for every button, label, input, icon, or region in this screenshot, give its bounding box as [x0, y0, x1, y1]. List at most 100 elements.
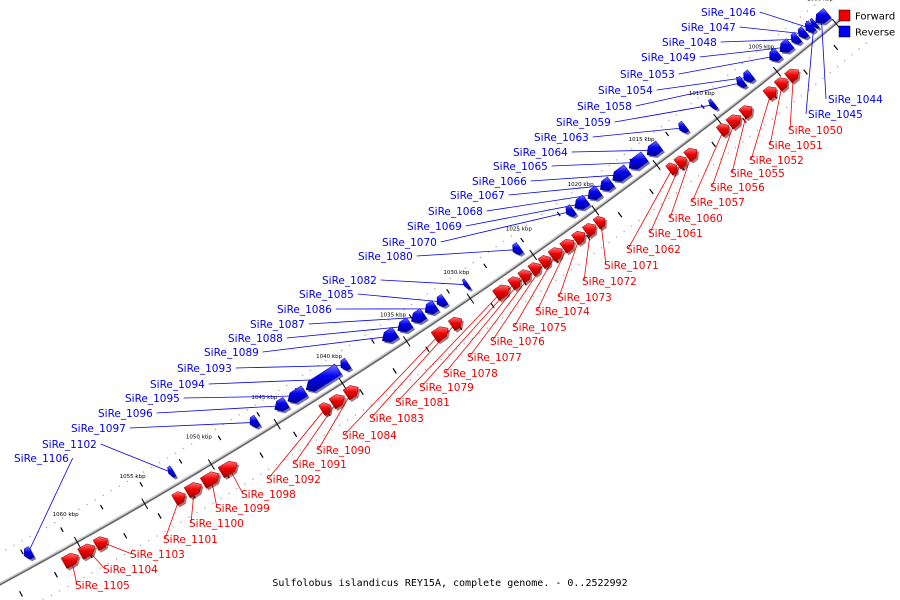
- sire-1086-feature[interactable]: [424, 300, 440, 315]
- sire-1067-label[interactable]: SiRe_1067: [450, 190, 505, 202]
- sire-1069-label[interactable]: SiRe_1069: [407, 221, 462, 233]
- sire-1083-feature[interactable]: [447, 316, 463, 332]
- sire-1079-label[interactable]: SiRe_1079: [419, 382, 474, 394]
- sire-1071-feature[interactable]: [592, 215, 606, 230]
- sire-1077-label[interactable]: SiRe_1077: [467, 352, 522, 364]
- sire-1045-feature[interactable]: [809, 17, 820, 30]
- sire-1104-label[interactable]: SiRe_1104: [103, 564, 158, 576]
- sire-1082-label[interactable]: SiRe_1082: [322, 275, 377, 287]
- sire-1091-feature[interactable]: [328, 394, 345, 410]
- sire-1084-label[interactable]: SiRe_1084: [342, 430, 397, 442]
- sire-1102-feature[interactable]: [167, 465, 177, 478]
- sire-1056-label[interactable]: SiRe_1056: [710, 182, 765, 194]
- sire-1095-label[interactable]: SiRe_1095: [125, 393, 180, 405]
- sire-1064-feature[interactable]: [646, 140, 664, 157]
- sire-1075-label[interactable]: SiRe_1075: [512, 322, 567, 334]
- sire-1099-label[interactable]: SiRe_1099: [215, 503, 270, 515]
- sire-1106-label[interactable]: SiRe_1106: [14, 453, 69, 465]
- sire-1084-feature[interactable]: [430, 326, 449, 343]
- sire-1092-feature[interactable]: [318, 402, 331, 417]
- sire-1093-label[interactable]: SiRe_1093: [177, 363, 232, 375]
- sire-1093-feature[interactable]: [340, 357, 352, 371]
- sire-1071-label[interactable]: SiRe_1071: [604, 260, 659, 272]
- sire-1076-label[interactable]: SiRe_1076: [490, 336, 545, 348]
- sire-1105-label[interactable]: SiRe_1105: [75, 580, 130, 592]
- sire-1078-feature[interactable]: [517, 269, 531, 284]
- sire-1099-feature[interactable]: [199, 471, 220, 489]
- sire-1052-label[interactable]: SiRe_1052: [749, 155, 804, 167]
- sire-1062-label[interactable]: SiRe_1062: [626, 244, 681, 256]
- sire-1076-feature[interactable]: [537, 255, 551, 270]
- sire-1088-label[interactable]: SiRe_1088: [228, 333, 283, 345]
- sire-1049-label[interactable]: SiRe_1049: [641, 52, 696, 64]
- sire-1059-feature[interactable]: [708, 98, 719, 111]
- sire-1070-label[interactable]: SiRe_1070: [382, 237, 437, 249]
- sire-1069-feature[interactable]: [574, 194, 591, 210]
- sire-1102-label[interactable]: SiRe_1102: [42, 439, 97, 451]
- sire-1063-label[interactable]: SiRe_1063: [534, 132, 589, 144]
- sire-1048-label[interactable]: SiRe_1048: [662, 37, 717, 49]
- sire-1090-feature[interactable]: [342, 385, 359, 401]
- sire-1055-label[interactable]: SiRe_1055: [730, 168, 785, 180]
- sire-1079-feature[interactable]: [507, 276, 521, 291]
- sire-1094-label[interactable]: SiRe_1094: [150, 379, 205, 391]
- sire-1058-label[interactable]: SiRe_1058: [577, 101, 632, 113]
- sire-1080-feature[interactable]: [512, 242, 524, 256]
- sire-1047-label[interactable]: SiRe_1047: [681, 22, 736, 34]
- sire-1070-feature[interactable]: [565, 204, 577, 218]
- sire-1098-label[interactable]: SiRe_1098: [241, 489, 296, 501]
- sire-1067-feature[interactable]: [600, 176, 615, 192]
- sire-1100-feature[interactable]: [183, 482, 202, 499]
- sire-1096-feature[interactable]: [274, 396, 290, 412]
- sire-1060-feature[interactable]: [683, 147, 698, 163]
- sire-1097-label[interactable]: SiRe_1097: [71, 423, 126, 435]
- sire-1089-feature[interactable]: [382, 326, 399, 343]
- sire-1053-feature[interactable]: [769, 47, 783, 62]
- sire-1050-label[interactable]: SiRe_1050: [788, 125, 843, 137]
- sire-1055-feature[interactable]: [738, 105, 753, 120]
- sire-1056-feature[interactable]: [725, 114, 742, 130]
- sire-1097-feature[interactable]: [249, 414, 261, 429]
- sire-1087-label[interactable]: SiRe_1087: [250, 319, 305, 331]
- sire-1065-feature[interactable]: [628, 151, 649, 170]
- sire-1089-label[interactable]: SiRe_1089: [204, 347, 259, 359]
- sire-1080-label[interactable]: SiRe_1080: [358, 251, 413, 263]
- sire-1060-label[interactable]: SiRe_1060: [668, 213, 723, 225]
- sire-1051-label[interactable]: SiRe_1051: [768, 140, 823, 152]
- sire-1081-feature[interactable]: [492, 284, 510, 301]
- sire-1068-feature[interactable]: [587, 185, 603, 201]
- sire-1105-feature[interactable]: [60, 552, 79, 569]
- sire-1072-label[interactable]: SiRe_1072: [582, 276, 637, 288]
- sire-1081-label[interactable]: SiRe_1081: [395, 397, 450, 409]
- sire-1094-feature[interactable]: [305, 363, 342, 392]
- sire-1046-feature[interactable]: [804, 20, 817, 33]
- sire-1061-feature[interactable]: [673, 155, 687, 170]
- sire-1101-label[interactable]: SiRe_1101: [163, 534, 218, 546]
- sire-1065-label[interactable]: SiRe_1065: [493, 161, 548, 173]
- sire-1062-feature[interactable]: [665, 162, 678, 176]
- sire-1073-label[interactable]: SiRe_1073: [557, 292, 612, 304]
- sire-1073-feature[interactable]: [571, 230, 586, 246]
- sire-1083-label[interactable]: SiRe_1083: [369, 413, 424, 425]
- sire-1075-feature[interactable]: [547, 247, 563, 262]
- sire-1103-feature[interactable]: [92, 536, 109, 552]
- sire-1049-feature[interactable]: [779, 38, 795, 53]
- sire-1082-feature[interactable]: [462, 278, 472, 291]
- sire-1057-label[interactable]: SiRe_1057: [690, 197, 745, 209]
- sire-1092-label[interactable]: SiRe_1092: [266, 474, 321, 486]
- sire-1058-feature[interactable]: [736, 75, 748, 89]
- sire-1054-label[interactable]: SiRe_1054: [598, 85, 653, 97]
- sire-1087-feature[interactable]: [411, 308, 428, 324]
- sire-1104-feature[interactable]: [77, 543, 96, 560]
- sire-1103-label[interactable]: SiRe_1103: [130, 549, 185, 561]
- sire-1074-feature[interactable]: [559, 238, 575, 254]
- sire-1098-feature[interactable]: [217, 460, 238, 479]
- sire-1050-feature[interactable]: [784, 68, 799, 84]
- sire-1095-feature[interactable]: [287, 385, 308, 404]
- sire-1057-feature[interactable]: [715, 123, 729, 138]
- sire-1106-feature[interactable]: [23, 546, 35, 560]
- sire-1091-label[interactable]: SiRe_1091: [292, 459, 347, 471]
- sire-1063-feature[interactable]: [678, 120, 690, 134]
- sire-1090-label[interactable]: SiRe_1090: [316, 445, 371, 457]
- sire-1052-feature[interactable]: [762, 86, 777, 101]
